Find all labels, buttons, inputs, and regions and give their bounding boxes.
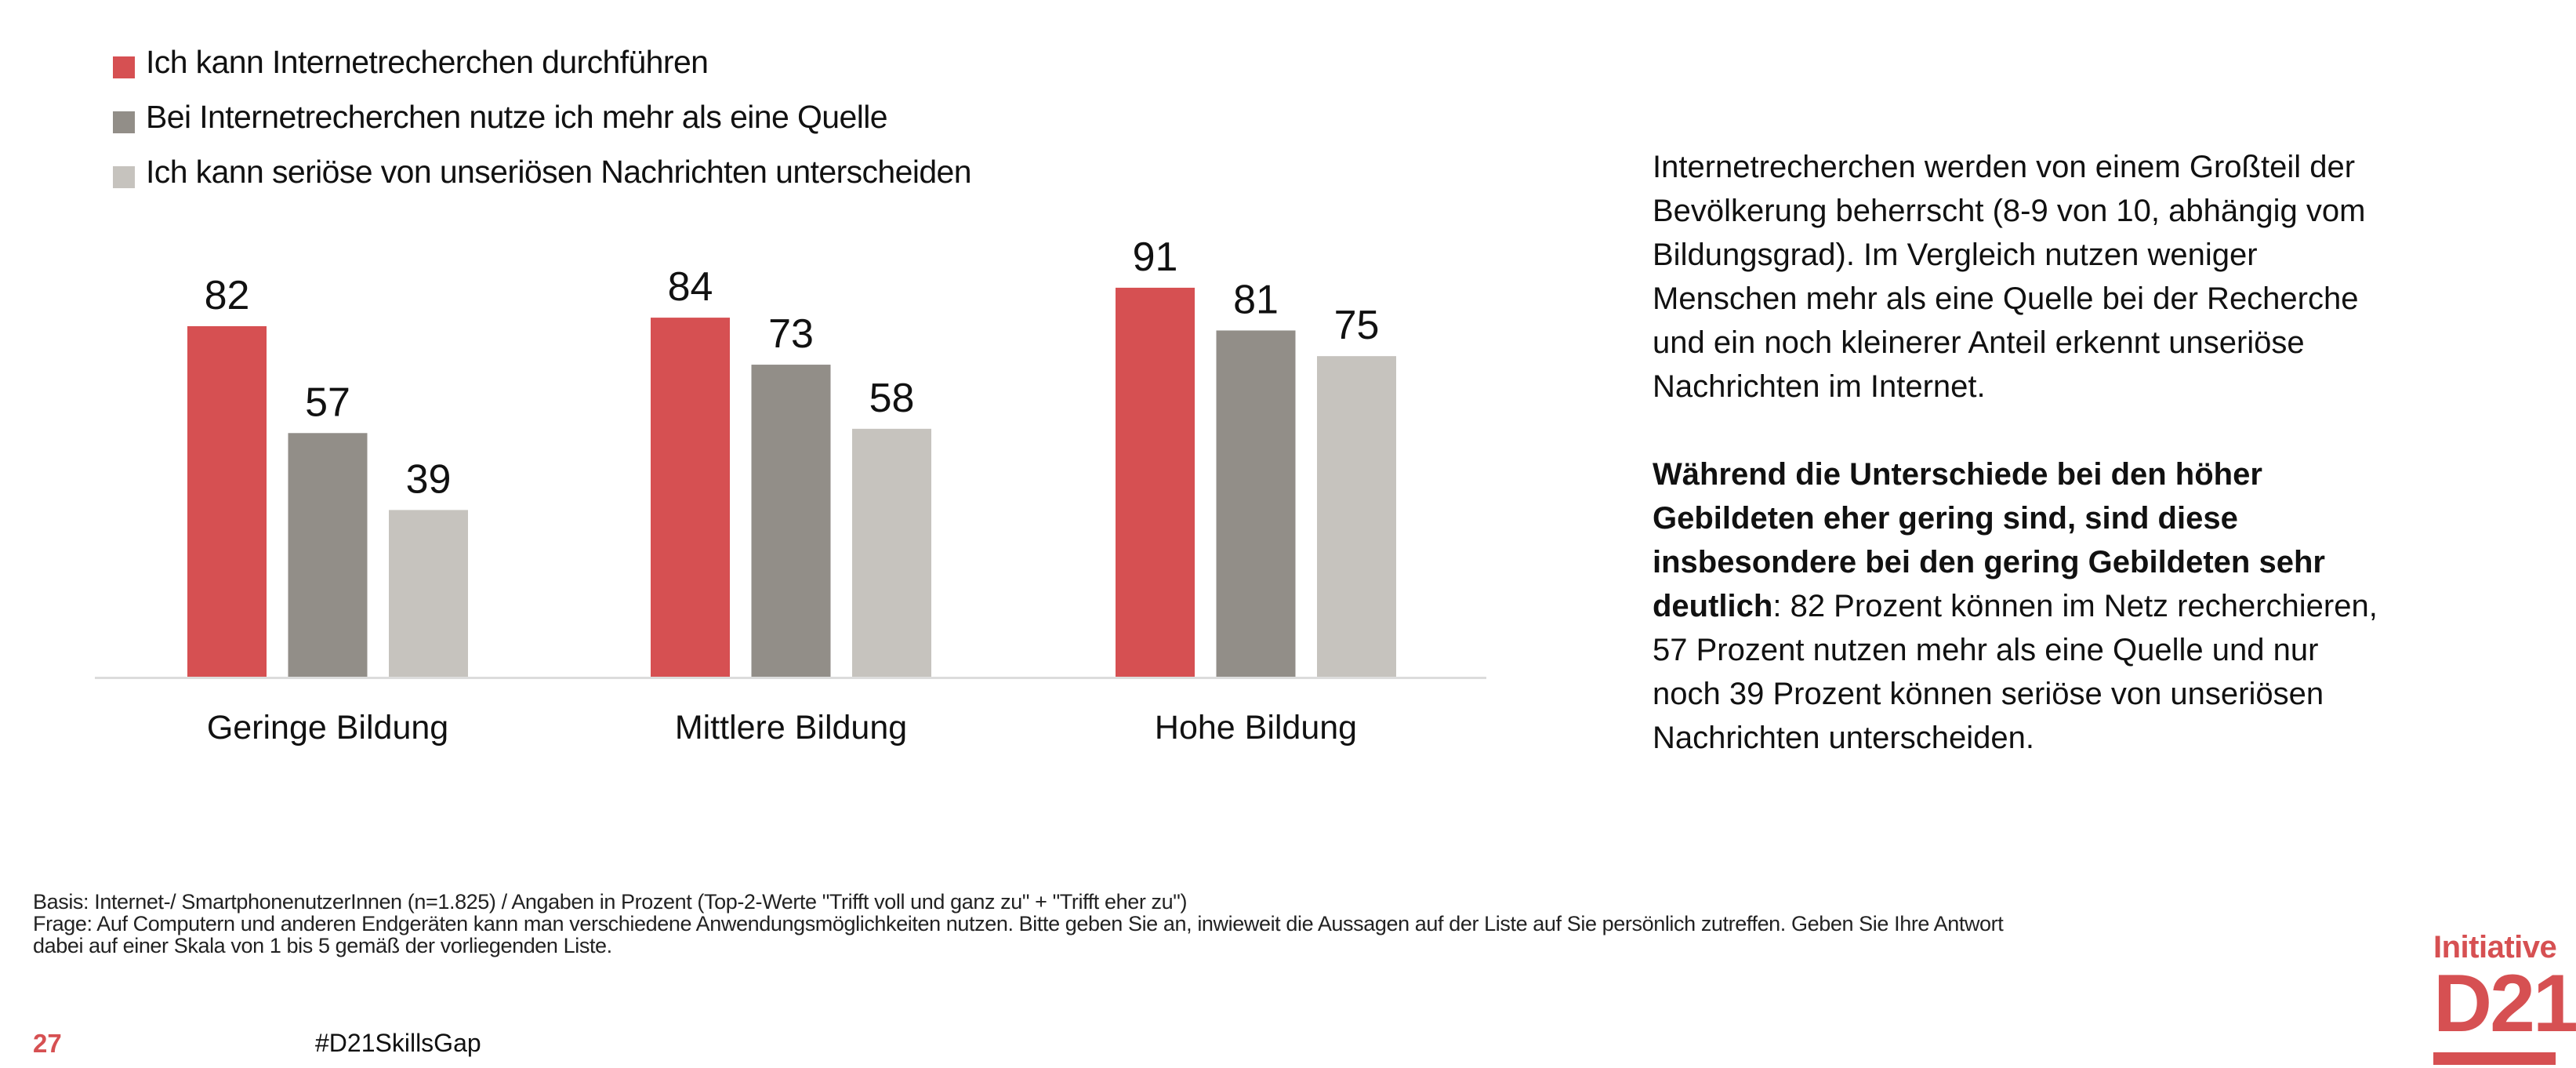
x-tick-label: Hohe Bildung — [1155, 709, 1357, 747]
bar — [288, 433, 368, 677]
bold-text: insbesondere bei den gering Gebildeten s… — [1653, 545, 2325, 579]
bold-text: Während die Unterschiede bei den höher — [1653, 457, 2262, 492]
regular-text: : 82 Prozent können im Netz recherchiere… — [1772, 589, 2378, 623]
text-line-bold: insbesondere bei den gering Gebildeten s… — [1653, 540, 2515, 584]
text-line: 57 Prozent nutzen mehr als eine Quelle u… — [1653, 633, 2319, 667]
initiative-d21-logo: Initiative D21 — [2433, 930, 2576, 1065]
data-label: 75 — [1334, 303, 1380, 348]
logo-text-initiative: Initiative — [2433, 930, 2557, 964]
legend-swatch-series-3 — [113, 166, 135, 188]
text-line: deutlich: 82 Prozent können im Netz rech… — [1653, 584, 2515, 628]
text-line: Nachrichten unterscheiden. — [1653, 721, 2034, 755]
text-line: Bevölkerung beherrscht (8-9 von 10, abhä… — [1653, 194, 2366, 228]
bar — [751, 365, 831, 677]
bar — [1317, 356, 1396, 677]
bold-text: Gebildeten eher gering sind, sind diese — [1653, 501, 2238, 536]
bar — [651, 318, 730, 677]
data-label: 57 — [305, 380, 350, 425]
x-tick-label: Mittlere Bildung — [675, 709, 907, 747]
legend-label: Ich kann seriöse von unseriösen Nachrich… — [146, 154, 972, 190]
bar — [1116, 287, 1195, 677]
bold-text: deutlich — [1653, 589, 1773, 623]
footnote-basis: Basis: Internet-/ SmartphonenutzerInnen … — [33, 890, 1188, 914]
logo-underline — [2433, 1052, 2556, 1065]
data-label: 58 — [869, 376, 915, 421]
paragraph-gap — [1653, 409, 2515, 452]
footnote-question-cont: dabei auf einer Skala von 1 bis 5 gemäß … — [33, 934, 612, 957]
bar — [1216, 330, 1296, 677]
logo-text-d21: D21 — [2433, 958, 2576, 1049]
data-label: 91 — [1133, 234, 1178, 280]
text-line: noch 39 Prozent können seriöse von unser… — [1653, 677, 2324, 711]
data-label: 73 — [768, 311, 814, 357]
bar — [389, 510, 468, 677]
bar-chart: 82 57 39 Geringe Bildung 84 73 58 Mittlere Bild… — [95, 234, 1486, 747]
commentary-text: Internetrecherchen werden von einem Groß… — [1653, 145, 2515, 760]
footnote-question: Frage: Auf Computern und anderen Endgerä… — [33, 912, 2004, 935]
text-line: Bildungsgrad). Im Vergleich nutzen wenig… — [1653, 238, 2258, 272]
legend-swatch-series-1 — [113, 56, 135, 78]
legend-label: Bei Internetrecherchen nutze ich mehr al… — [146, 99, 888, 135]
legend-swatch-series-2 — [113, 111, 135, 133]
data-label: 39 — [406, 456, 452, 502]
commentary-paragraph-2: Während die Unterschiede bei den höher G… — [1653, 452, 2515, 760]
data-label: 84 — [668, 264, 713, 310]
footnote: Basis: Internet-/ SmartphonenutzerInnen … — [33, 890, 2004, 957]
data-label: 81 — [1233, 277, 1279, 322]
commentary-paragraph-1: Internetrecherchen werden von einem Groß… — [1653, 145, 2515, 409]
x-tick-label: Geringe Bildung — [207, 709, 448, 747]
legend-label: Ich kann Internetrecherchen durchführen — [146, 44, 709, 80]
text-line: Internetrecherchen werden von einem Groß… — [1653, 150, 2356, 184]
text-line-bold: Während die Unterschiede bei den höher — [1653, 452, 2515, 496]
data-label: 82 — [205, 273, 250, 318]
bar — [852, 428, 931, 677]
text-line: Menschen mehr als eine Quelle bei der Re… — [1653, 282, 2359, 316]
bar — [187, 326, 267, 677]
page-number: 27 — [33, 1029, 62, 1058]
text-line-bold: Gebildeten eher gering sind, sind diese — [1653, 496, 2515, 540]
hashtag: #D21SkillsGap — [315, 1029, 481, 1057]
text-line: Nachrichten im Internet. — [1653, 369, 1986, 404]
text-line: und ein noch kleinerer Anteil erkennt un… — [1653, 325, 2305, 360]
